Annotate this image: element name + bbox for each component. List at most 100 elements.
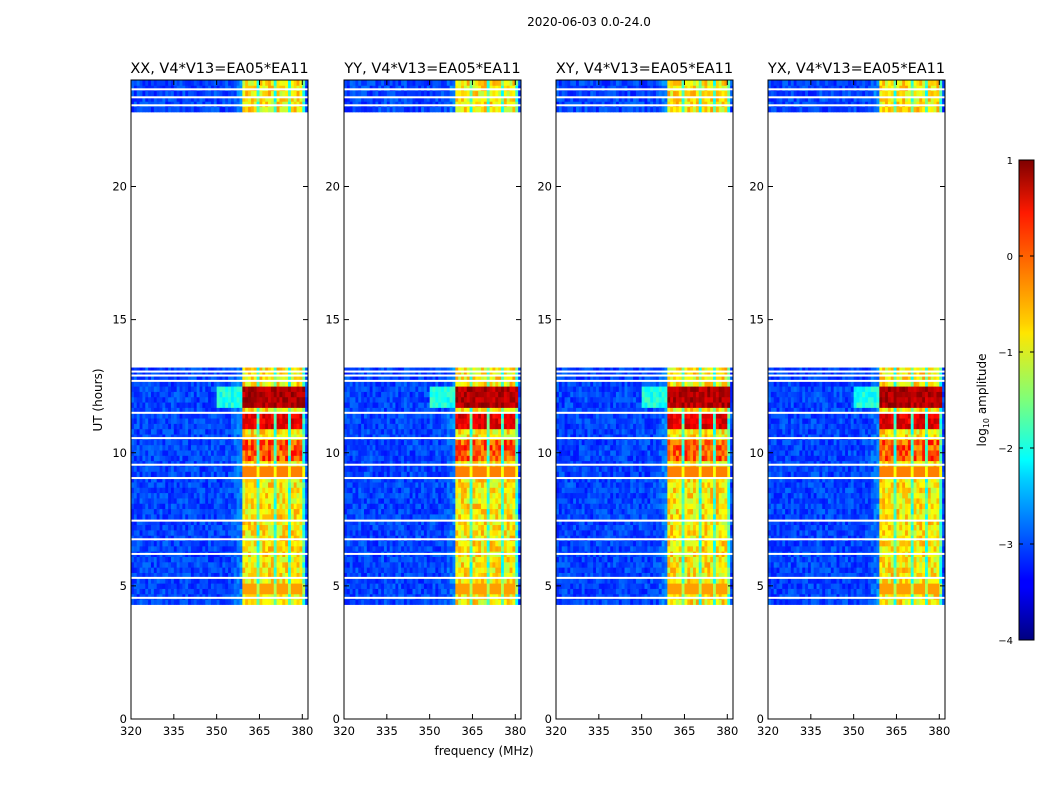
spectrum-cell: [210, 95, 215, 102]
spectrum-cell: [222, 407, 226, 414]
spectrum-cell: [182, 380, 186, 387]
spectrum-cell: [233, 367, 238, 371]
spectrum-cell: [418, 593, 422, 600]
spectrum-cell: [242, 85, 246, 92]
spectrum-cell: [418, 599, 422, 605]
spectrum-cell: [432, 567, 436, 573]
spectrum-cell: [131, 561, 135, 568]
spectrum-cell: [228, 106, 232, 113]
spectrum-cell: [372, 529, 376, 536]
spectrum-cell: [498, 508, 502, 515]
spectrum-cell: [446, 508, 451, 515]
spectrum-cell: [475, 535, 479, 542]
spectrum-cell: [133, 476, 138, 483]
spectrum-cell: [355, 503, 359, 510]
spectrum-cell: [288, 588, 292, 595]
spectrum-cell: [265, 367, 269, 371]
spectrum-cell: [273, 540, 277, 547]
spectrum-cell: [381, 482, 385, 488]
spectrum-cell: [288, 519, 292, 526]
spectrum-cell: [270, 412, 275, 419]
spectrum-cell: [173, 572, 178, 579]
spectrum-cell: [168, 540, 172, 547]
spectrum-cell: [259, 367, 263, 371]
spectrum-cell: [290, 460, 295, 467]
spectrum-cell: [270, 375, 275, 382]
spectrum-cell: [279, 80, 283, 86]
spectrum-cell: [196, 380, 200, 387]
spectrum-cell: [253, 85, 258, 92]
spectrum-cell: [216, 540, 220, 547]
spectrum-cell: [495, 466, 499, 472]
spectrum-cell: [176, 588, 180, 595]
spectrum-cell: [173, 466, 178, 472]
spectrum-cell: [213, 498, 218, 504]
spectrum-cell: [276, 487, 280, 494]
spectrum-cell: [179, 450, 183, 456]
spectrum-cell: [395, 529, 399, 536]
spectrum-cell: [179, 80, 183, 86]
spectrum-cell: [389, 498, 393, 504]
spectrum-cell: [216, 508, 220, 515]
spectrum-cell: [239, 370, 243, 376]
spectrum-cell: [492, 513, 496, 520]
spectrum-cell: [253, 519, 258, 526]
spectrum-cell: [145, 455, 149, 462]
spectrum-cell: [222, 386, 226, 392]
spectrum-cell: [398, 450, 402, 456]
spectrum-cell: [156, 90, 160, 97]
spectrum-cell: [403, 503, 408, 510]
spectrum-cell: [225, 471, 229, 478]
spectrum-cell: [142, 434, 146, 440]
spectrum-cell: [185, 380, 189, 387]
spectrum-cell: [139, 434, 143, 440]
spectrum-cell: [458, 561, 462, 568]
spectrum-cell: [273, 80, 277, 86]
spectrum-cell: [225, 556, 229, 563]
spectrum-cell: [245, 455, 249, 462]
spectrum-cell: [139, 90, 143, 97]
spectrum-cell: [501, 577, 505, 584]
spectrum-cell: [305, 482, 309, 488]
spectrum-cell: [279, 492, 283, 499]
spectrum-cell: [219, 386, 223, 392]
spectrum-cell: [452, 524, 456, 531]
spectrum-cell: [518, 498, 522, 504]
spectrum-cell: [392, 519, 396, 526]
spectrum-cell: [228, 599, 232, 605]
spectrum-cell: [426, 535, 431, 542]
spectrum-cell: [131, 519, 135, 526]
spectrum-cell: [262, 428, 266, 435]
spectrum-cell: [150, 482, 155, 488]
spectrum-cell: [262, 380, 266, 387]
spectrum-cell: [305, 428, 309, 435]
spectrum-cell: [159, 396, 163, 403]
spectrum-cell: [478, 487, 482, 494]
spectrum-cell: [472, 529, 476, 536]
spectrum-cell: [512, 524, 516, 531]
spectrum-cell: [392, 466, 396, 472]
spectrum-cell: [438, 599, 442, 605]
spectrum-cell: [349, 588, 353, 595]
flag-gap: [131, 379, 308, 382]
spectrum-cell: [363, 599, 368, 605]
spectrum-cell: [250, 380, 255, 387]
spectrum-cell: [361, 599, 365, 605]
spectrum-cell: [432, 545, 436, 552]
spectrum-cell: [139, 380, 143, 387]
spectrum-cell: [250, 599, 255, 605]
spectrum-cell: [305, 380, 309, 387]
spectrum-cell: [509, 519, 513, 526]
spectrum-cell: [133, 370, 138, 376]
spectrum-cell: [190, 567, 195, 573]
spectrum-cell: [355, 599, 359, 605]
spectrum-cell: [176, 482, 180, 488]
spectrum-cell: [190, 588, 195, 595]
spectrum-cell: [159, 599, 163, 605]
spectrum-cell: [423, 577, 428, 584]
spectrum-cell: [196, 444, 200, 451]
spectrum-cell: [372, 561, 376, 568]
spectrum-cell: [466, 588, 471, 595]
spectrum-cell: [358, 492, 362, 499]
spectrum-cell: [131, 439, 135, 446]
